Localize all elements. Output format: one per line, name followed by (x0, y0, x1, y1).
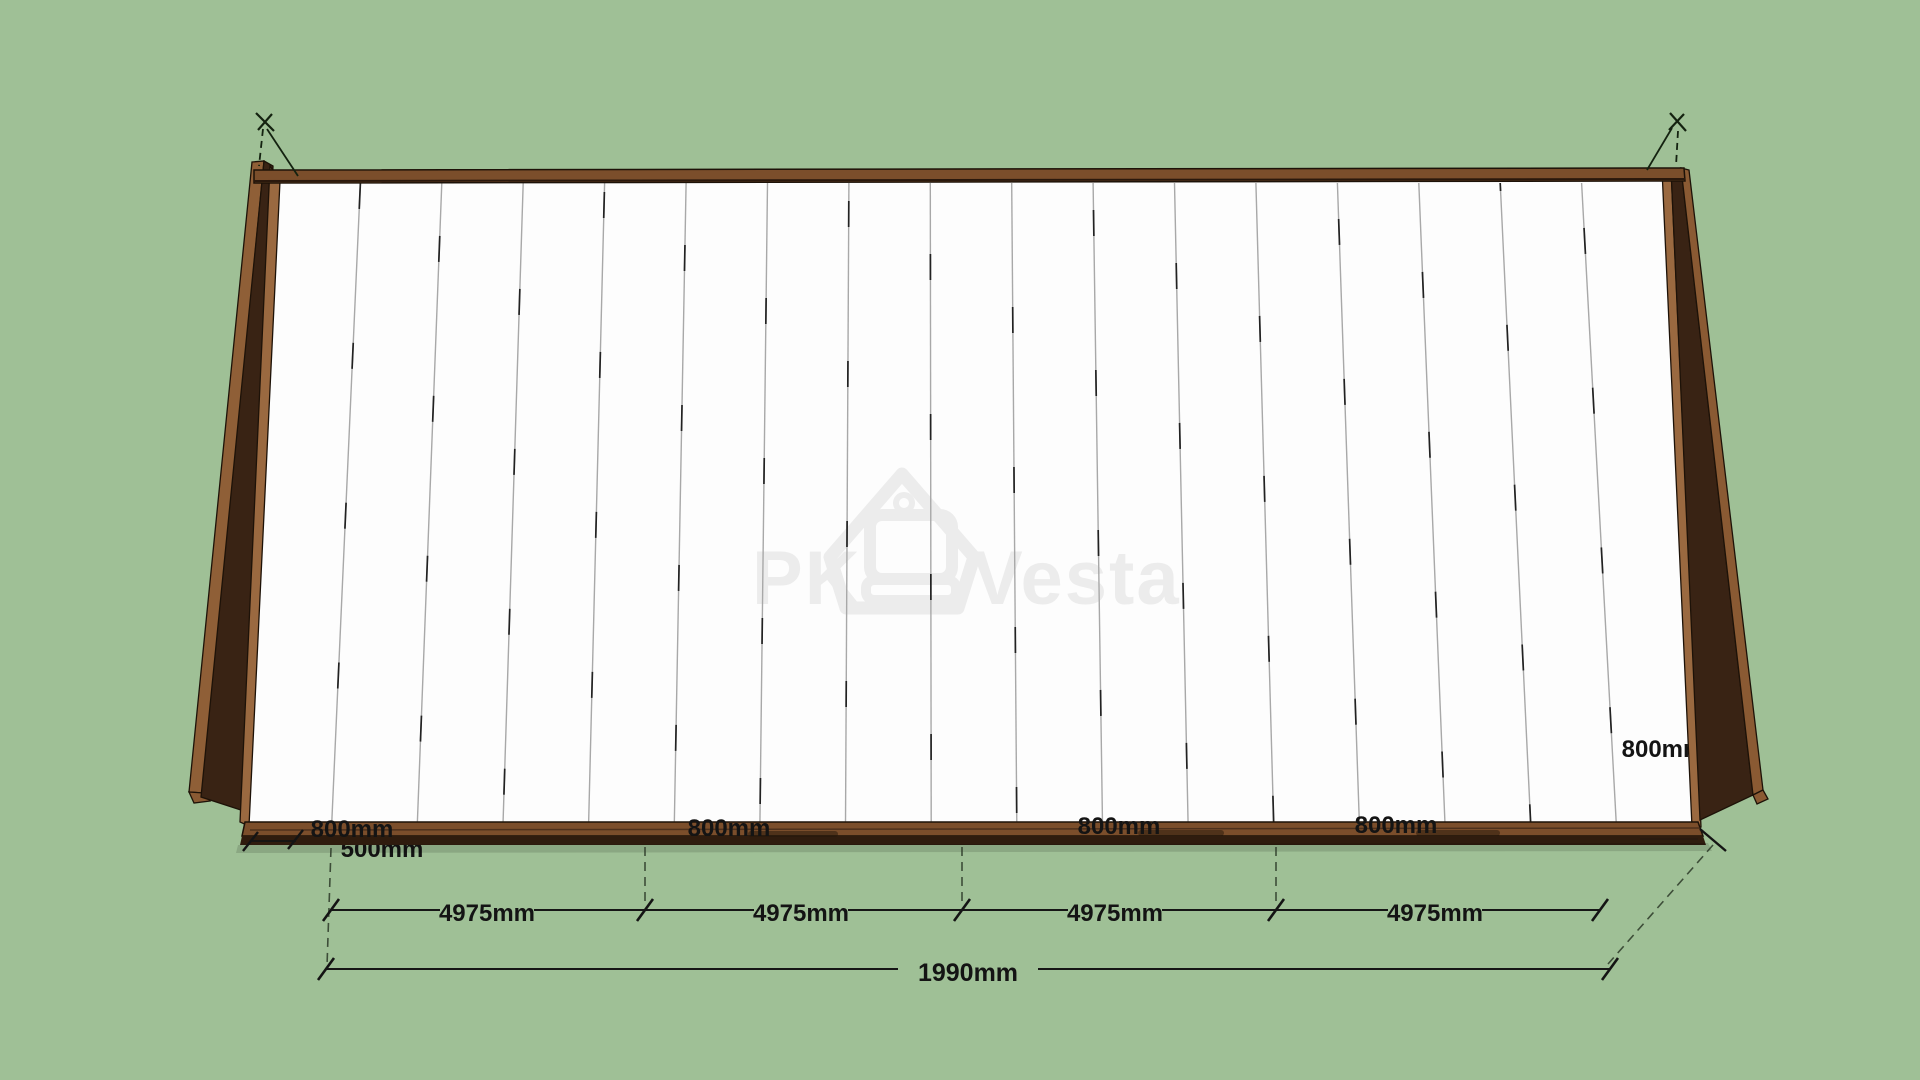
bottom-trim (236, 821, 1712, 853)
dim-label-800mm-2: 800mm (688, 815, 771, 842)
left-corner-x-icon (255, 112, 275, 132)
watermark: PK Vesta (752, 467, 1181, 621)
right-corner-ticks (1640, 828, 1727, 852)
dim-label-4975mm-1: 4975mm (439, 900, 535, 927)
dim-label-1990mm: 1990mm (918, 959, 1018, 987)
dim-label-800mm-3: 800mm (1078, 813, 1161, 840)
roof-panel-face (245, 179, 1698, 824)
dim-label-4975mm-2: 4975mm (753, 900, 849, 927)
offset-dimension-ticks (242, 829, 304, 852)
dim-label-4975mm-4: 4975mm (1387, 900, 1483, 927)
dim-label-4975mm-3: 4975mm (1067, 900, 1163, 927)
dim-label-800mm-4: 800mm (1355, 812, 1438, 839)
corner-leader-marks (255, 112, 1687, 177)
watermark-right-text: Vesta (972, 536, 1181, 621)
left-gable-panel (187, 159, 281, 827)
overall-dimension-ticks (316, 957, 1620, 981)
right-corner-x-icon (1668, 112, 1687, 132)
right-gable-panel (1661, 167, 1769, 828)
segment-dimension-row: 4975mm 4975mm 4975mm 4975mm (321, 898, 1610, 927)
plank-width-labels: 800mm 800mm 800mm 800mm (311, 812, 1438, 843)
plank-seam-lines (330, 182, 1618, 825)
house-logo-icon (823, 467, 981, 615)
top-trim (253, 167, 1686, 184)
overall-dimension-row: 1990mm (316, 957, 1620, 987)
extension-lines (326, 844, 1714, 967)
dim-label-800mm-1: 800mm (311, 816, 394, 843)
segment-dimension-ticks (321, 898, 1610, 922)
